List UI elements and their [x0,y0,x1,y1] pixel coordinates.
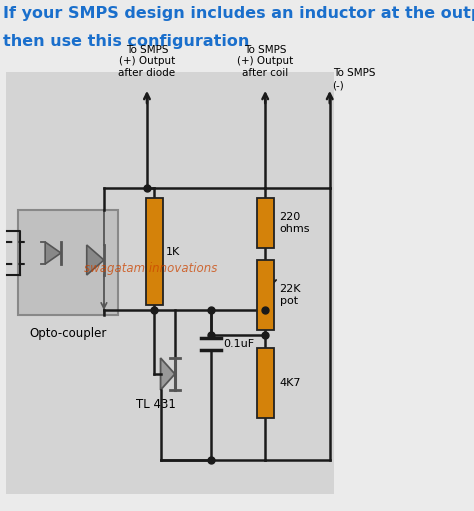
Bar [256,260,274,330]
Text: 22K
pot: 22K pot [280,284,301,306]
Text: To SMPS: To SMPS [333,68,375,78]
Text: To SMPS
(+) Output
after diode: To SMPS (+) Output after diode [118,45,175,78]
Bar [256,198,274,248]
Bar [146,198,163,305]
Text: 0.1uF: 0.1uF [224,339,255,349]
Text: 220
ohms: 220 ohms [280,212,310,234]
Polygon shape [87,245,104,275]
Text: (-): (-) [333,80,344,90]
Bar [18,210,118,315]
Polygon shape [161,358,175,390]
Bar [6,72,334,494]
Text: 4K7: 4K7 [280,378,301,388]
Text: TL 431: TL 431 [136,398,176,411]
Bar [256,348,274,418]
Text: then use this configuration: then use this configuration [3,34,249,49]
Polygon shape [45,242,61,264]
Text: 1K: 1K [166,246,181,257]
Text: Opto-coupler: Opto-coupler [29,327,107,340]
Text: If your SMPS design includes an inductor at the output: If your SMPS design includes an inductor… [3,6,474,21]
Text: swagatam innovations: swagatam innovations [84,262,217,274]
Text: To SMPS
(+) Output
after coil: To SMPS (+) Output after coil [237,45,293,78]
